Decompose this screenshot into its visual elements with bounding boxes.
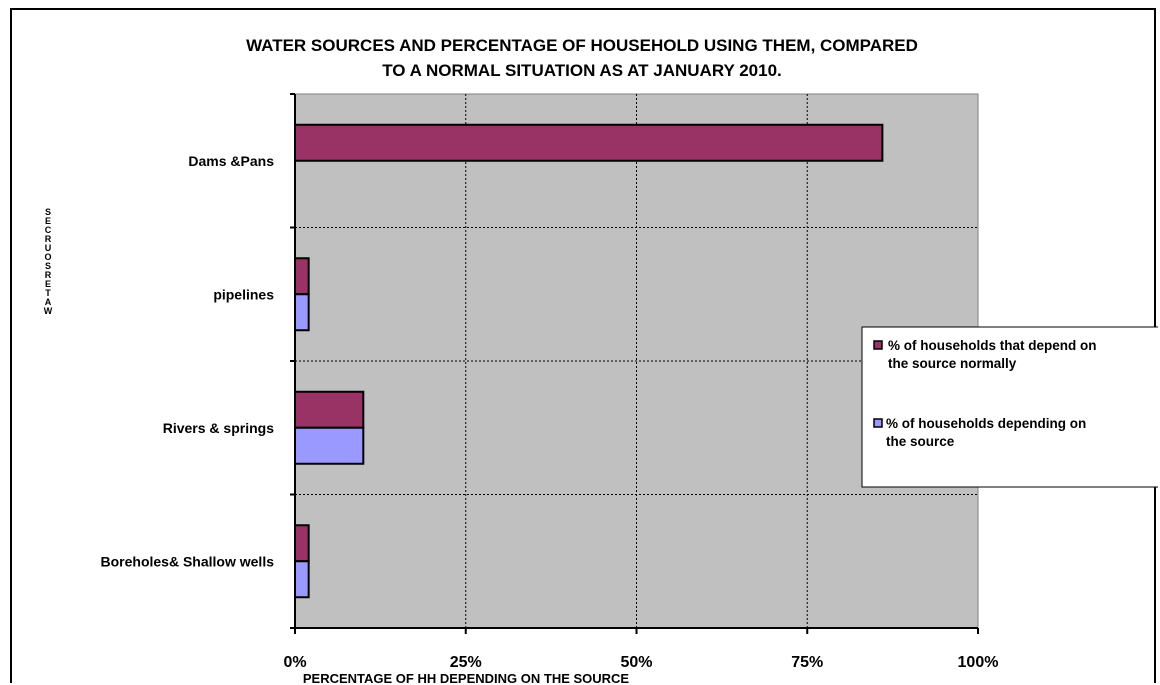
chart-frame: WATER SOURCES AND PERCENTAGE OF HOUSEHOL… [10,8,1158,685]
bar-current [294,426,365,465]
x-tick-label: 0% [283,654,306,671]
bar-normal [294,390,365,429]
x-tick-label: 75% [791,654,823,671]
x-axis-title: PERCENTAGE OF HH DEPENDING ON THE SOURCE [303,671,630,685]
y-axis-title-char: R [45,234,52,244]
legend-label: % of households depending on [886,416,1086,431]
x-tick-label: 100% [958,654,999,671]
y-axis-title-char: E [45,279,51,289]
y-axis-title-char: A [45,297,52,307]
legend-swatch [873,340,883,350]
x-tick-label: 50% [620,654,652,671]
y-axis-title-char: T [45,288,51,298]
legend-swatch [873,418,883,428]
bar-current [294,560,310,599]
y-axis-title-char: S [45,261,51,271]
y-axis-title-char: U [45,243,52,253]
y-axis-title-char: E [45,216,51,226]
y-axis-title-char: C [45,225,52,235]
category-label: pipelines [213,286,274,302]
bar-chart: WATER SOURCES AND PERCENTAGE OF HOUSEHOL… [44,36,1158,685]
y-axis-title-char: R [45,270,52,280]
chart-title-line-1: WATER SOURCES AND PERCENTAGE OF HOUSEHOL… [246,36,918,55]
y-axis-title-char: S [45,207,51,217]
bar-normal [294,123,884,162]
legend: % of households that depend on the source… [861,326,1158,488]
y-axis-title-char: W [44,306,53,316]
bar-current [294,293,310,332]
legend-label: the source [886,434,955,449]
category-label: Dams &Pans [188,153,274,169]
category-label: Boreholes& Shallow wells [101,553,275,569]
legend-box [861,326,1158,488]
legend-label: the source normally [888,356,1017,371]
chart-title-line-2: TO A NORMAL SITUATION AS AT JANUARY 2010… [382,61,782,80]
category-label: Rivers & springs [163,420,274,436]
bar-normal [294,524,310,563]
x-tick-label: 25% [450,654,482,671]
legend-label: % of households that depend on [888,338,1097,353]
bar-normal [294,257,310,296]
y-axis-title-char: O [44,252,51,262]
